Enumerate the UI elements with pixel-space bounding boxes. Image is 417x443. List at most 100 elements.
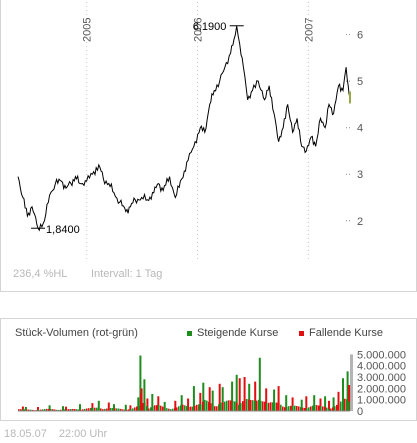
volume-bar-rising xyxy=(202,382,205,411)
volume-bar-minor xyxy=(198,404,200,411)
volume-bar-minor xyxy=(242,401,244,411)
volume-bar-minor xyxy=(22,409,24,411)
volume-bar-minor xyxy=(156,405,158,411)
volume-bar-minor xyxy=(266,403,268,411)
volume-bar-falling xyxy=(107,402,110,411)
volume-bar-minor xyxy=(76,409,78,411)
volume-bar-minor xyxy=(308,407,310,411)
volume-bar-minor xyxy=(104,408,106,411)
volume-bar-rising xyxy=(139,355,142,411)
volume-bar-rising xyxy=(113,404,115,411)
volume-bar-minor xyxy=(238,404,240,411)
volume-tick-label: 3.000.000 xyxy=(357,372,406,384)
volume-bar-minor xyxy=(60,409,62,411)
y-tick-label: 3 xyxy=(357,169,363,181)
volume-bar-minor xyxy=(182,404,184,411)
volume-bar-minor xyxy=(130,409,132,411)
volume-bar-minor xyxy=(234,401,236,411)
volume-bar-minor xyxy=(240,403,242,411)
volume-tick-label: 1.000.000 xyxy=(357,395,406,407)
volume-bar-minor xyxy=(336,404,338,411)
volume-bar-falling xyxy=(319,398,322,411)
volume-bar-minor xyxy=(108,408,110,411)
volume-bar-rising xyxy=(192,386,195,411)
volume-bar-minor xyxy=(222,402,224,411)
volume-bar-minor xyxy=(100,408,102,411)
volume-bar-minor xyxy=(120,408,122,411)
volume-bar-minor xyxy=(164,407,166,411)
volume-bar-rising xyxy=(137,397,140,411)
volume-bar-minor xyxy=(218,404,220,411)
volume-bar-minor xyxy=(70,409,72,411)
volume-bar-minor xyxy=(334,406,336,411)
volume-bar-minor xyxy=(226,400,228,411)
volume-bar-minor xyxy=(48,408,50,411)
volume-bar-minor xyxy=(96,407,98,411)
volume-bar-minor xyxy=(46,408,48,411)
y-tick-label: 6 xyxy=(357,30,363,42)
legend-rising: Steigende Kurse xyxy=(187,327,278,339)
volume-tick-label: 2.000.000 xyxy=(357,383,406,395)
volume-bar-minor xyxy=(246,399,248,411)
volume-bar-minor xyxy=(176,407,178,411)
volume-bar-minor xyxy=(92,407,94,411)
price-line xyxy=(17,25,351,232)
volume-bar-rising xyxy=(211,390,214,411)
volume-bar-minor xyxy=(146,406,148,411)
volume-bar-minor xyxy=(344,398,346,411)
volume-bar-minor xyxy=(40,409,42,411)
volume-bar-rising xyxy=(231,381,234,411)
volume-bar-falling xyxy=(146,398,149,411)
volume-bar-falling xyxy=(21,406,24,411)
volume-bar-minor xyxy=(212,405,214,411)
volume-bar-minor xyxy=(292,405,294,411)
volume-bar-minor xyxy=(204,399,206,411)
legend-falling-label: Fallende Kurse xyxy=(309,327,383,339)
volume-bar-minor xyxy=(52,409,54,411)
volume-bar-minor xyxy=(170,409,172,411)
volume-bar-minor xyxy=(178,406,180,411)
volume-bar-minor xyxy=(136,406,138,411)
volume-tick-label: 4.000.000 xyxy=(357,361,406,373)
volume-bar-rising xyxy=(313,395,316,411)
volume-bar-minor xyxy=(68,409,70,411)
volume-bar-falling xyxy=(305,396,308,411)
volume-bar-minor xyxy=(172,408,174,411)
volume-bar-minor xyxy=(206,400,208,411)
volume-bar-falling xyxy=(348,385,351,411)
volume-bar-minor xyxy=(214,406,216,411)
volume-bar-minor xyxy=(122,409,124,411)
volume-bar-minor xyxy=(342,399,344,411)
volume-bar-minor xyxy=(202,401,204,411)
volume-bar-minor xyxy=(142,403,144,411)
volume-bar-minor xyxy=(322,406,324,411)
volume-bar-minor xyxy=(288,406,290,411)
volume-bar-minor xyxy=(316,405,318,411)
volume-bar-minor xyxy=(150,407,152,411)
volume-bar-minor xyxy=(184,405,186,411)
volume-bar-minor xyxy=(18,409,20,411)
volume-bar-rising xyxy=(24,407,27,411)
volume-bar-minor xyxy=(32,409,34,411)
volume-bar-rising xyxy=(143,379,146,411)
volume-bar-minor xyxy=(268,402,270,411)
volume-bar-falling xyxy=(91,403,94,411)
x-tick-label: 2007 xyxy=(303,18,315,42)
volume-bar-minor xyxy=(280,404,282,411)
volume-bar-falling xyxy=(37,407,39,411)
timestamp-time: 22:00 Uhr xyxy=(58,428,108,440)
volume-bar-minor xyxy=(208,401,210,411)
volume-bar-minor xyxy=(232,401,234,411)
volume-bar-rising xyxy=(324,396,327,411)
volume-bar-rising xyxy=(221,387,224,411)
low-price-label: 1,8400 xyxy=(46,224,80,236)
volume-bar-minor xyxy=(196,404,198,411)
volume-bar-rising xyxy=(62,406,64,411)
volume-bar-minor xyxy=(102,409,104,411)
volume-bar-minor xyxy=(140,393,142,411)
volume-bar-minor xyxy=(66,409,68,411)
volume-bar-rising xyxy=(97,400,100,411)
volume-bar-falling xyxy=(129,405,132,411)
volume-bar-rising xyxy=(346,371,349,411)
volume-bar-minor xyxy=(82,409,84,411)
